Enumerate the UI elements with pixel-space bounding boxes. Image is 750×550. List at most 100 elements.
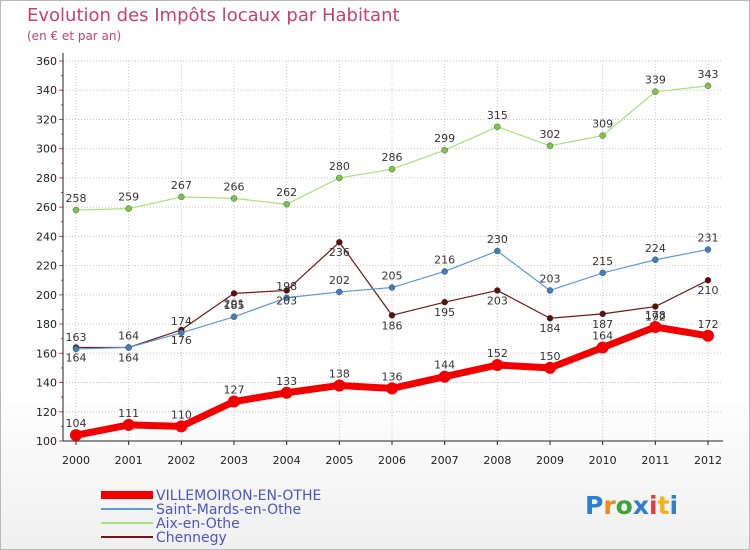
data-label-saint-mards-en-othe: 174 — [171, 315, 192, 328]
point-saint-mards-en-othe — [599, 269, 606, 277]
x-tick-label: 2011 — [641, 454, 669, 467]
legend-label-villemoiron-en-othe: VILLEMOIRON-EN-OTHE — [156, 488, 321, 504]
x-tick-label: 2012 — [694, 454, 722, 467]
point-saint-mards-en-othe — [494, 247, 501, 255]
data-label-saint-mards-en-othe: 205 — [382, 270, 403, 283]
data-label-aix-en-othe: 299 — [434, 132, 455, 145]
point-chennegy — [283, 287, 290, 294]
logo-letter: i — [649, 491, 658, 520]
data-label-chennegy: 210 — [698, 284, 719, 297]
point-villemoiron-en-othe — [544, 361, 556, 374]
x-tick-label: 2004 — [273, 454, 301, 467]
data-label-villemoiron-en-othe: 164 — [592, 329, 613, 342]
point-aix-en-othe — [125, 205, 132, 212]
data-label-aix-en-othe: 309 — [592, 118, 613, 131]
logo-letter: i — [669, 491, 679, 520]
logo-letter: t — [657, 491, 670, 520]
data-label-chennegy: 236 — [329, 246, 350, 259]
point-chennegy — [230, 290, 238, 297]
data-label-saint-mards-en-othe: 202 — [329, 274, 350, 287]
data-label-aix-en-othe: 258 — [66, 192, 87, 205]
point-aix-en-othe — [388, 165, 396, 173]
axes — [59, 53, 723, 445]
x-tick-label: 2008 — [483, 454, 511, 467]
data-label-villemoiron-en-othe: 111 — [118, 407, 139, 420]
data-series — [70, 82, 714, 442]
point-chennegy — [388, 312, 396, 319]
data-label-saint-mards-en-othe: 203 — [540, 272, 561, 285]
point-chennegy — [494, 287, 501, 294]
y-tick-label: 320 — [36, 113, 57, 126]
point-aix-en-othe — [546, 142, 554, 149]
y-tick-label: 260 — [36, 201, 57, 214]
data-label-chennegy: 187 — [592, 318, 613, 331]
y-tick-label: 120 — [36, 406, 57, 419]
data-label-saint-mards-en-othe: 216 — [434, 253, 455, 266]
point-aix-en-othe — [494, 123, 501, 130]
logo-letter: r — [603, 491, 616, 520]
y-tick-labels: 100 120 140 160 180 200 220 240 260 280 300 320 340 3… — [36, 55, 57, 448]
legend-label-chennegy: Chennegy — [156, 530, 227, 546]
point-chennegy — [599, 310, 606, 318]
legend-label-aix-en-othe: Aix-en-Othe — [156, 516, 240, 532]
y-tick-label: 200 — [36, 289, 57, 302]
point-saint-mards-en-othe — [652, 256, 659, 263]
point-villemoiron-en-othe — [649, 321, 662, 333]
data-label-aix-en-othe: 302 — [540, 128, 561, 141]
y-tick-label: 340 — [36, 84, 57, 97]
data-label-villemoiron-en-othe: 136 — [382, 370, 403, 383]
data-label-villemoiron-en-othe: 178 — [645, 309, 666, 322]
data-label-aix-en-othe: 315 — [487, 109, 508, 122]
logo-letter: x — [632, 491, 649, 520]
point-saint-mards-en-othe — [336, 288, 343, 296]
x-tick-label: 2003 — [220, 454, 248, 467]
x-tick-label: 2005 — [325, 454, 353, 467]
data-label-aix-en-othe: 262 — [276, 186, 297, 199]
data-label-saint-mards-en-othe: 185 — [224, 299, 245, 312]
data-label-villemoiron-en-othe: 133 — [276, 375, 297, 388]
point-villemoiron-en-othe — [122, 418, 135, 431]
logo-letter: P — [585, 491, 604, 520]
data-label-saint-mards-en-othe: 215 — [592, 255, 613, 268]
proxiti-logo: Proxiti — [585, 491, 678, 520]
point-aix-en-othe — [704, 82, 712, 90]
data-label-chennegy: 186 — [382, 319, 403, 332]
point-aix-en-othe — [230, 195, 238, 202]
y-tick-label: 300 — [36, 143, 57, 156]
data-labels: 164 164 176 201 203 236 186 195 203 184 187 192 210 1… — [66, 68, 719, 430]
point-villemoiron-en-othe — [491, 359, 504, 371]
data-label-villemoiron-en-othe: 127 — [224, 384, 245, 397]
data-label-villemoiron-en-othe: 110 — [171, 408, 192, 421]
point-chennegy — [336, 239, 343, 246]
x-tick-label: 2006 — [378, 454, 406, 467]
data-label-villemoiron-en-othe: 172 — [698, 318, 719, 331]
data-label-saint-mards-en-othe: 231 — [698, 232, 719, 245]
data-label-chennegy: 195 — [434, 306, 455, 319]
data-label-aix-en-othe: 286 — [382, 151, 403, 164]
x-tick-label: 2010 — [589, 454, 617, 467]
point-saint-mards-en-othe — [704, 246, 712, 253]
point-saint-mards-en-othe — [125, 344, 132, 351]
point-aix-en-othe — [336, 174, 343, 182]
point-saint-mards-en-othe — [72, 345, 80, 353]
point-aix-en-othe — [599, 132, 606, 139]
data-label-saint-mards-en-othe: 224 — [645, 242, 666, 255]
point-saint-mards-en-othe — [230, 313, 238, 320]
point-aix-en-othe — [652, 88, 659, 95]
data-label-villemoiron-en-othe: 152 — [487, 347, 508, 360]
data-label-aix-en-othe: 267 — [171, 179, 192, 192]
data-label-chennegy: 184 — [540, 322, 561, 335]
data-label-saint-mards-en-othe: 198 — [276, 280, 297, 293]
point-villemoiron-en-othe — [280, 386, 293, 399]
data-label-aix-en-othe: 343 — [698, 68, 719, 81]
data-label-chennegy: 203 — [487, 294, 508, 307]
y-tick-label: 220 — [36, 260, 57, 273]
legend: VILLEMOIRON-EN-OTHESaint-Mards-en-OtheAi… — [101, 488, 321, 546]
y-tick-label: 280 — [36, 172, 57, 185]
data-label-villemoiron-en-othe: 150 — [540, 350, 561, 363]
point-aix-en-othe — [441, 146, 448, 154]
data-label-aix-en-othe: 259 — [118, 191, 139, 204]
y-tick-label: 160 — [36, 347, 57, 360]
point-villemoiron-en-othe — [596, 341, 609, 354]
